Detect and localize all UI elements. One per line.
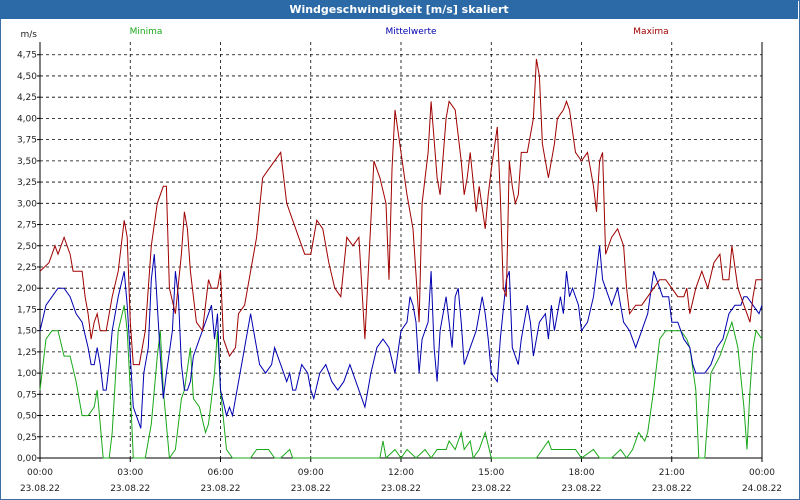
x-tick-label-time: 21:00 bbox=[659, 468, 685, 478]
y-tick-label: 0,50 bbox=[17, 412, 37, 422]
y-tick-label: 3,25 bbox=[17, 178, 37, 188]
y-tick-label: 1,25 bbox=[17, 348, 37, 358]
y-tick-label: 4,75 bbox=[17, 51, 37, 61]
x-tick-label-time: 00:00 bbox=[749, 468, 775, 478]
legend-entry-mittelwerte: Mittelwerte bbox=[385, 27, 436, 37]
window-title: Windgeschwindigkeit [m/s] skaliert bbox=[0, 0, 798, 19]
y-tick-label: 0,25 bbox=[17, 433, 37, 443]
y-tick-label: 2,75 bbox=[17, 221, 37, 231]
tick-labels: 0,00 0,25 0,50 0,75 1,00 1,25 1,50 1,75 2,00 2,25… bbox=[17, 30, 782, 494]
series-line-maxima bbox=[39, 58, 762, 366]
y-tick-label: 4,25 bbox=[17, 93, 37, 103]
y-tick-label: 1,00 bbox=[17, 369, 37, 379]
y-tick-label: 2,50 bbox=[17, 242, 37, 252]
x-tick-label-time: 03:00 bbox=[117, 468, 143, 478]
x-tick-label-date: 23.08.22 bbox=[561, 484, 601, 494]
x-tick-label-date: 23.08.22 bbox=[291, 484, 331, 494]
x-tick-label-time: 12:00 bbox=[388, 468, 414, 478]
x-tick-label-time: 09:00 bbox=[298, 468, 324, 478]
y-tick-label: 4,50 bbox=[17, 72, 37, 82]
y-tick-label: 0,75 bbox=[17, 390, 37, 400]
x-tick-label-date: 23.08.22 bbox=[381, 484, 421, 494]
x-tick-label-date: 23.08.22 bbox=[110, 484, 150, 494]
series-line-mittelwerte bbox=[39, 245, 763, 429]
x-tick-label-date: 23.08.22 bbox=[471, 484, 511, 494]
y-tick-label: 3,00 bbox=[17, 199, 37, 209]
y-tick-label: 2,25 bbox=[17, 263, 37, 273]
x-tick-label-date: 23.08.22 bbox=[20, 484, 60, 494]
axes bbox=[37, 42, 763, 462]
legend-entry-minima: Minima bbox=[130, 27, 163, 37]
grid bbox=[40, 42, 762, 459]
x-tick-label-time: 00:00 bbox=[27, 468, 53, 478]
x-tick-label-date: 23.08.22 bbox=[200, 484, 240, 494]
y-tick-label: 3,75 bbox=[17, 136, 37, 146]
y-axis-unit: m/s bbox=[21, 30, 38, 40]
legend-entry-maxima: Maxima bbox=[633, 27, 668, 37]
x-tick-label-date: 24.08.22 bbox=[742, 484, 782, 494]
y-tick-label: 3,50 bbox=[17, 157, 37, 167]
x-tick-label-date: 23.08.22 bbox=[652, 484, 692, 494]
series-lines bbox=[39, 58, 763, 460]
y-tick-label: 1,50 bbox=[17, 327, 37, 337]
x-tick-label-time: 18:00 bbox=[569, 468, 595, 478]
series-line-minima bbox=[39, 305, 763, 460]
x-tick-label-time: 06:00 bbox=[208, 468, 234, 478]
y-tick-label: 0,00 bbox=[17, 454, 37, 464]
legend: Minima Mittelwerte Maxima bbox=[130, 27, 669, 37]
y-tick-label: 4,00 bbox=[17, 114, 37, 124]
y-tick-label: 1,75 bbox=[17, 305, 37, 315]
x-tick-label-time: 15:00 bbox=[478, 468, 504, 478]
y-tick-label: 2,00 bbox=[17, 284, 37, 294]
